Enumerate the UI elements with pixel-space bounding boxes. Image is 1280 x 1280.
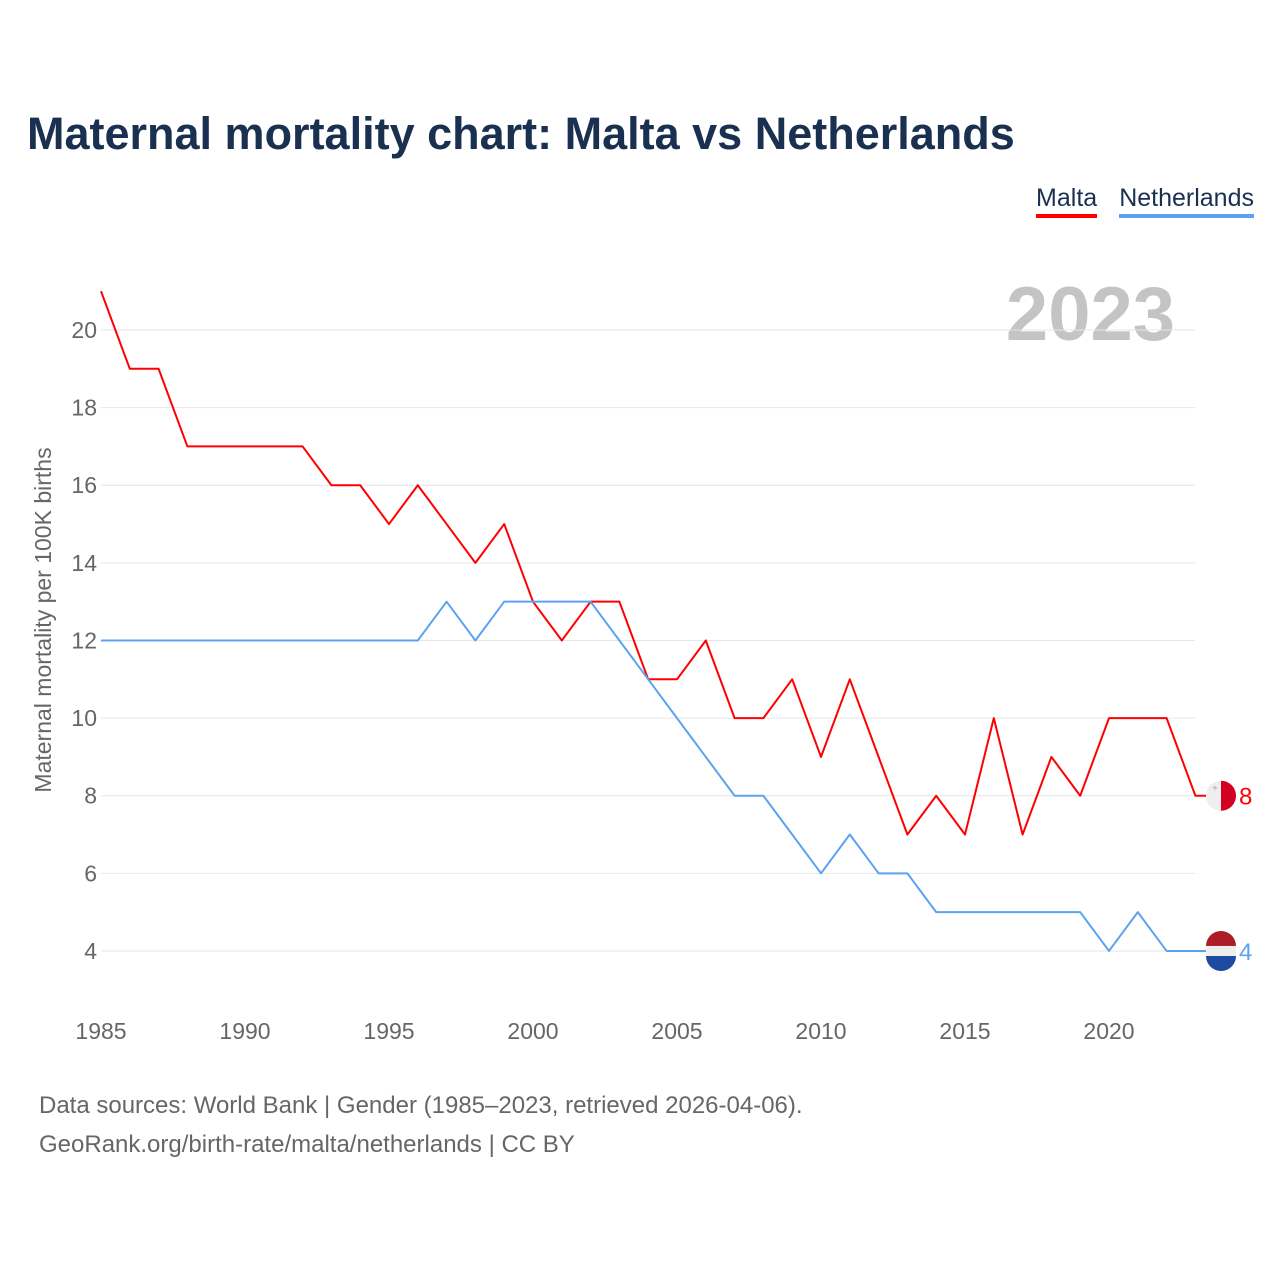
x-tick-label: 2010	[795, 1018, 846, 1044]
malta-cross-icon: +	[1212, 784, 1218, 795]
x-tick-label: 2020	[1083, 1018, 1134, 1044]
end-value-label-netherlands: 4	[1239, 939, 1252, 966]
y-axis-label: Maternal mortality per 100K births	[30, 447, 56, 792]
y-tick-label: 10	[71, 705, 97, 731]
end-value-label-malta: 8	[1239, 784, 1252, 811]
y-tick-label: 16	[71, 472, 97, 498]
y-tick-label: 14	[71, 550, 97, 576]
chart-title: Maternal mortality chart: Malta vs Nethe…	[27, 108, 1015, 159]
y-tick-label: 6	[84, 860, 97, 886]
x-tick-label: 2005	[651, 1018, 702, 1044]
footer: Data sources: World Bank | Gender (1985–…	[39, 1086, 803, 1164]
y-tick-label: 18	[71, 395, 97, 421]
x-tick-label: 1985	[75, 1018, 126, 1044]
year-watermark: 2023	[1006, 272, 1175, 357]
malta-flag-icon	[1221, 780, 1236, 811]
x-tick-label: 1990	[219, 1018, 270, 1044]
y-tick-label: 8	[84, 783, 97, 809]
netherlands-flag-icon	[1206, 955, 1236, 971]
y-tick-label: 20	[71, 317, 97, 343]
x-tick-label: 2015	[939, 1018, 990, 1044]
series-line-malta	[100, 290, 1208, 836]
attribution-text: GeoRank.org/birth-rate/malta/netherlands…	[39, 1131, 575, 1158]
legend: Malta Netherlands	[1036, 184, 1254, 218]
series-line-netherlands	[101, 600, 1208, 952]
legend-netherlands[interactable]: Netherlands	[1119, 184, 1254, 218]
x-tick-label: 1995	[363, 1018, 414, 1044]
legend-malta[interactable]: Malta	[1036, 184, 1098, 218]
source-text: Data sources: World Bank | Gender (1985–…	[39, 1092, 803, 1119]
y-tick-label: 12	[71, 627, 97, 653]
netherlands-flag-icon	[1206, 930, 1236, 946]
x-tick-label: 2000	[507, 1018, 558, 1044]
netherlands-flag-icon	[1206, 945, 1236, 956]
y-tick-label: 4	[84, 938, 97, 964]
